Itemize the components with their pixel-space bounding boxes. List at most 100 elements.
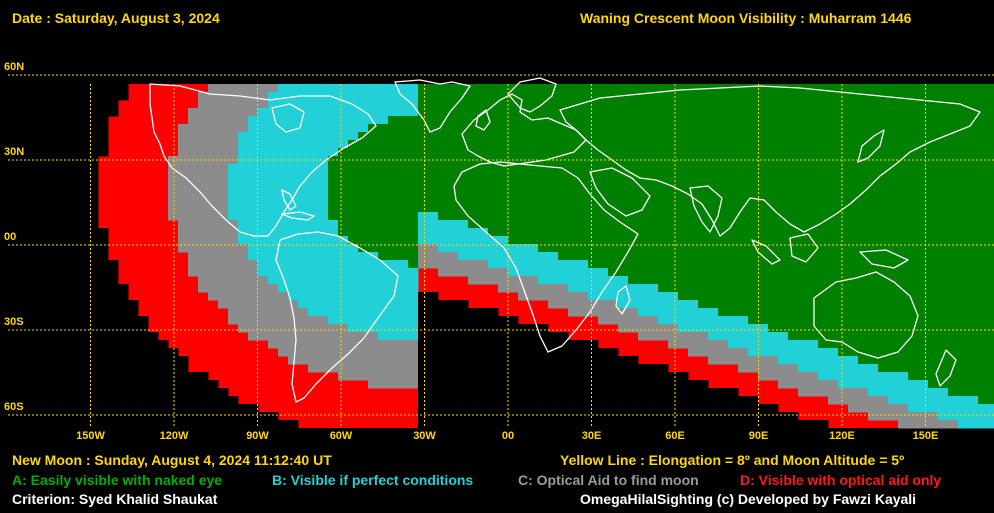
zone-cell-c <box>288 356 299 365</box>
zone-cell-a <box>808 84 819 93</box>
zone-cell-none <box>128 420 139 429</box>
zone-cell-none <box>128 404 139 413</box>
zone-cell-none <box>458 372 469 381</box>
zone-cell-a <box>938 340 949 349</box>
zone-cell-a <box>938 196 949 205</box>
zone-cell-a <box>738 244 749 253</box>
zone-cell-a <box>598 172 609 181</box>
zone-cell-b <box>698 316 709 325</box>
zone-cell-c <box>698 348 709 357</box>
zone-cell-none <box>98 252 109 261</box>
zone-cell-a <box>788 236 799 245</box>
zone-cell-b <box>358 92 369 101</box>
zone-cell-a <box>688 100 699 109</box>
zone-cell-a <box>748 252 759 261</box>
zone-cell-c <box>918 412 929 421</box>
zone-cell-none <box>108 388 119 397</box>
zone-cell-a <box>968 316 979 325</box>
zone-cell-b <box>368 84 379 93</box>
zone-cell-a <box>788 308 799 317</box>
zone-cell-a <box>608 244 619 253</box>
zone-cell-none <box>178 404 189 413</box>
zone-cell-b <box>608 292 619 301</box>
zone-cell-none <box>28 244 39 253</box>
zone-cell-none <box>98 244 109 253</box>
zone-cell-a <box>398 180 409 189</box>
zone-cell-c <box>178 148 189 157</box>
zone-cell-c <box>258 100 269 109</box>
zone-cell-a <box>828 300 839 309</box>
zone-cell-b <box>348 260 359 269</box>
zone-cell-b <box>368 316 379 325</box>
zone-cell-none <box>48 340 59 349</box>
zone-cell-none <box>108 284 119 293</box>
zone-cell-a <box>838 196 849 205</box>
zone-cell-none <box>28 172 39 181</box>
zone-cell-a <box>328 204 339 213</box>
zone-cell-b <box>248 148 259 157</box>
zone-cell-b <box>738 316 749 325</box>
zone-cell-c <box>318 348 329 357</box>
zone-cell-none <box>428 372 439 381</box>
zone-cell-a <box>538 172 549 181</box>
zone-cell-a <box>698 140 709 149</box>
zone-cell-c <box>338 348 349 357</box>
zone-cell-b <box>788 356 799 365</box>
zone-cell-none <box>578 412 589 421</box>
zone-cell-b <box>348 324 359 333</box>
zone-cell-a <box>528 228 539 237</box>
zone-cell-c <box>768 356 779 365</box>
zone-cell-c <box>708 348 719 357</box>
zone-cell-none <box>58 124 69 133</box>
zone-cell-a <box>438 116 449 125</box>
zone-cell-a <box>338 204 349 213</box>
zone-cell-none <box>88 244 99 253</box>
zone-cell-b <box>308 132 319 141</box>
zone-cell-a <box>698 164 709 173</box>
zone-cell-a <box>868 108 879 117</box>
zone-cell-b <box>308 252 319 261</box>
zone-cell-a <box>408 252 419 261</box>
zone-cell-none <box>18 292 29 301</box>
zone-cell-a <box>648 204 659 213</box>
zone-cell-b <box>288 124 299 133</box>
zone-cell-a <box>568 244 579 253</box>
zone-cell-none <box>108 380 119 389</box>
zone-cell-none <box>428 332 439 341</box>
zone-cell-a <box>868 140 879 149</box>
zone-cell-a <box>678 172 689 181</box>
zone-cell-b <box>878 372 889 381</box>
zone-cell-a <box>468 108 479 117</box>
zone-cell-none <box>568 420 579 429</box>
zone-cell-a <box>688 292 699 301</box>
zone-cell-a <box>988 172 994 181</box>
zone-cell-b <box>328 100 339 109</box>
zone-cell-a <box>848 124 859 133</box>
zone-cell-c <box>248 100 259 109</box>
zone-cell-b <box>518 268 529 277</box>
zone-cell-a <box>778 212 789 221</box>
zone-cell-a <box>468 220 479 229</box>
zone-cell-c <box>198 132 209 141</box>
zone-cell-none <box>458 412 469 421</box>
zone-cell-a <box>378 132 389 141</box>
zone-cell-a <box>958 220 969 229</box>
zone-cell-none <box>78 380 89 389</box>
zone-cell-b <box>328 316 339 325</box>
zone-cell-c <box>648 316 659 325</box>
zone-cell-b <box>238 228 249 237</box>
zone-cell-a <box>768 220 779 229</box>
zone-cell-a <box>528 220 539 229</box>
zone-cell-a <box>608 140 619 149</box>
zone-cell-a <box>818 180 829 189</box>
zone-cell-a <box>748 300 759 309</box>
zone-cell-a <box>898 252 909 261</box>
zone-cell-b <box>858 380 869 389</box>
zone-cell-none <box>198 388 209 397</box>
zone-cell-a <box>488 172 499 181</box>
zone-cell-b <box>418 228 429 237</box>
asia-outline <box>559 85 981 237</box>
zone-cell-none <box>68 276 79 285</box>
zone-cell-b <box>808 348 819 357</box>
zone-cell-a <box>778 276 789 285</box>
